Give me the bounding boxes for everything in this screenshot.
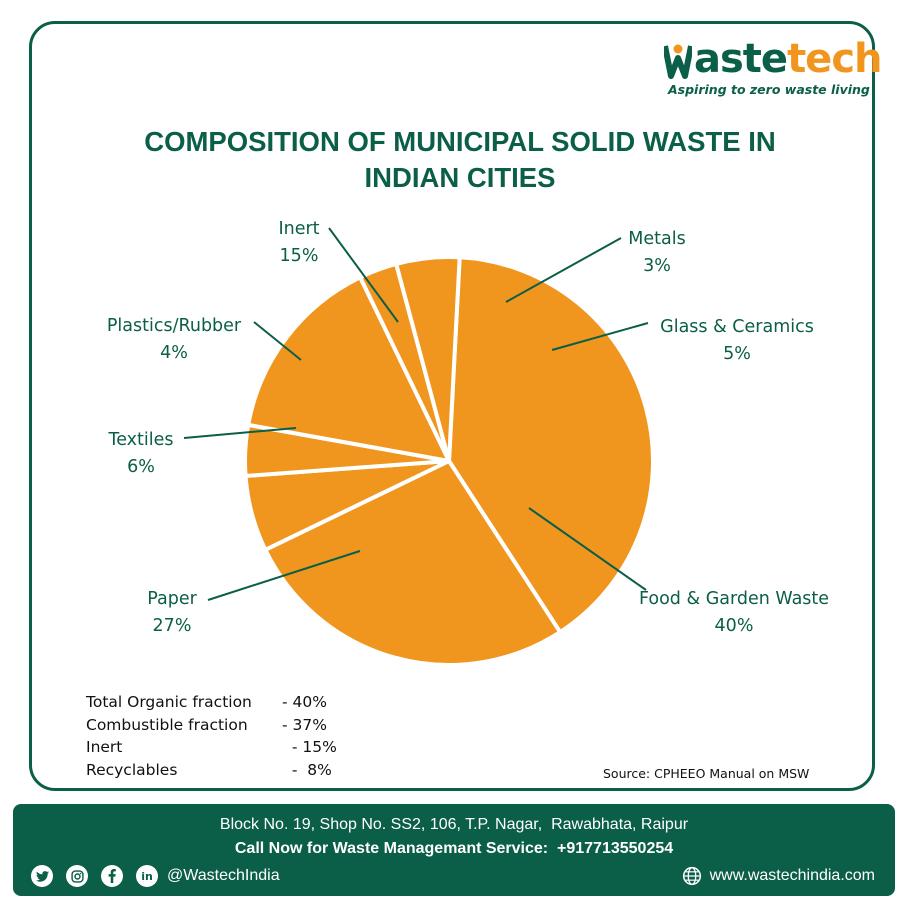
slice-label: Food & Garden Waste [639, 589, 829, 609]
leader-line [505, 237, 622, 303]
leader-line [207, 550, 361, 601]
slice-percent-label: 5% [723, 344, 751, 364]
slice-percent-label: 27% [153, 616, 192, 636]
wastech-logo: astetech Aspiring to zero waste living [664, 36, 883, 106]
slice-label: Paper [147, 589, 197, 609]
summary-row: Total Organic fraction - 40% [86, 691, 356, 714]
slice-percent-label: 4% [160, 343, 188, 363]
slice-label: Plastics/Rubber [107, 316, 242, 336]
linkedin-icon[interactable]: in [136, 865, 158, 887]
source-note: Source: CPHEEO Manual on MSW [603, 766, 810, 781]
summary-value: - 15% [282, 738, 337, 756]
pie-slice-inert [246, 275, 451, 463]
slice-percent-label: 15% [280, 246, 319, 266]
summary-row: Recyclables - 8% [86, 759, 356, 782]
slice-label: Glass & Ceramics [660, 317, 814, 337]
slice-percent-label: 6% [127, 457, 155, 477]
slice-percent-label: 40% [715, 616, 754, 636]
summary-list: Total Organic fraction - 40% Combustible… [86, 691, 356, 781]
leader-line [551, 322, 649, 351]
summary-row: Inert - 15% [86, 736, 356, 759]
instagram-icon[interactable] [66, 865, 88, 887]
slice-label: Metals [628, 229, 685, 249]
logo-tagline: Aspiring to zero waste living [668, 82, 870, 97]
website-url[interactable]: www.wastechindia.com [709, 867, 875, 884]
logo-text-aste: aste [694, 36, 788, 82]
facebook-icon[interactable] [101, 865, 123, 887]
social-handle[interactable]: @WastechIndia [167, 867, 280, 884]
pie-slice-glass-ceramics [394, 255, 462, 463]
summary-label: Combustible fraction [86, 715, 248, 734]
logo-wordmark: astetech [694, 36, 883, 82]
summary-label: Total Organic fraction [86, 693, 252, 711]
globe-icon [682, 866, 701, 886]
leader-line [528, 507, 647, 591]
logo-text-te: te [787, 36, 832, 82]
slice-label: Textiles [107, 430, 173, 450]
summary-row: Combustible fraction - 37% [86, 714, 356, 737]
summary-value: - 40% [282, 693, 327, 711]
footer-call: Call Now for Waste Managemant Service: +… [234, 840, 674, 857]
summary-label: Recyclables [86, 760, 178, 779]
website-link[interactable]: www.wastechindia.com [682, 866, 875, 886]
slice-label: Inert [278, 219, 319, 239]
summary-label: Inert [86, 738, 123, 756]
social-links: in @WastechIndia [31, 864, 280, 888]
leader-line [328, 227, 399, 323]
pie-slice-paper [263, 459, 563, 667]
slice-percent-label: 3% [643, 256, 671, 276]
chart-title: COMPOSITION OF MUNICIPAL SOLID WASTE IN … [144, 126, 776, 193]
leader-line [183, 427, 297, 439]
summary-value: - 8% [282, 760, 332, 779]
logo-w-mark-icon [664, 44, 692, 79]
footer-bar: Block No. 19, Shop No. SS2, 106, T.P. Na… [13, 804, 895, 896]
footer-address: Block No. 19, Shop No. SS2, 106, T.P. Na… [219, 816, 689, 833]
leader-line [253, 321, 302, 361]
twitter-icon[interactable] [31, 865, 53, 887]
summary-value: - 37% [282, 715, 327, 734]
logo-text-ch: ch [831, 36, 882, 82]
